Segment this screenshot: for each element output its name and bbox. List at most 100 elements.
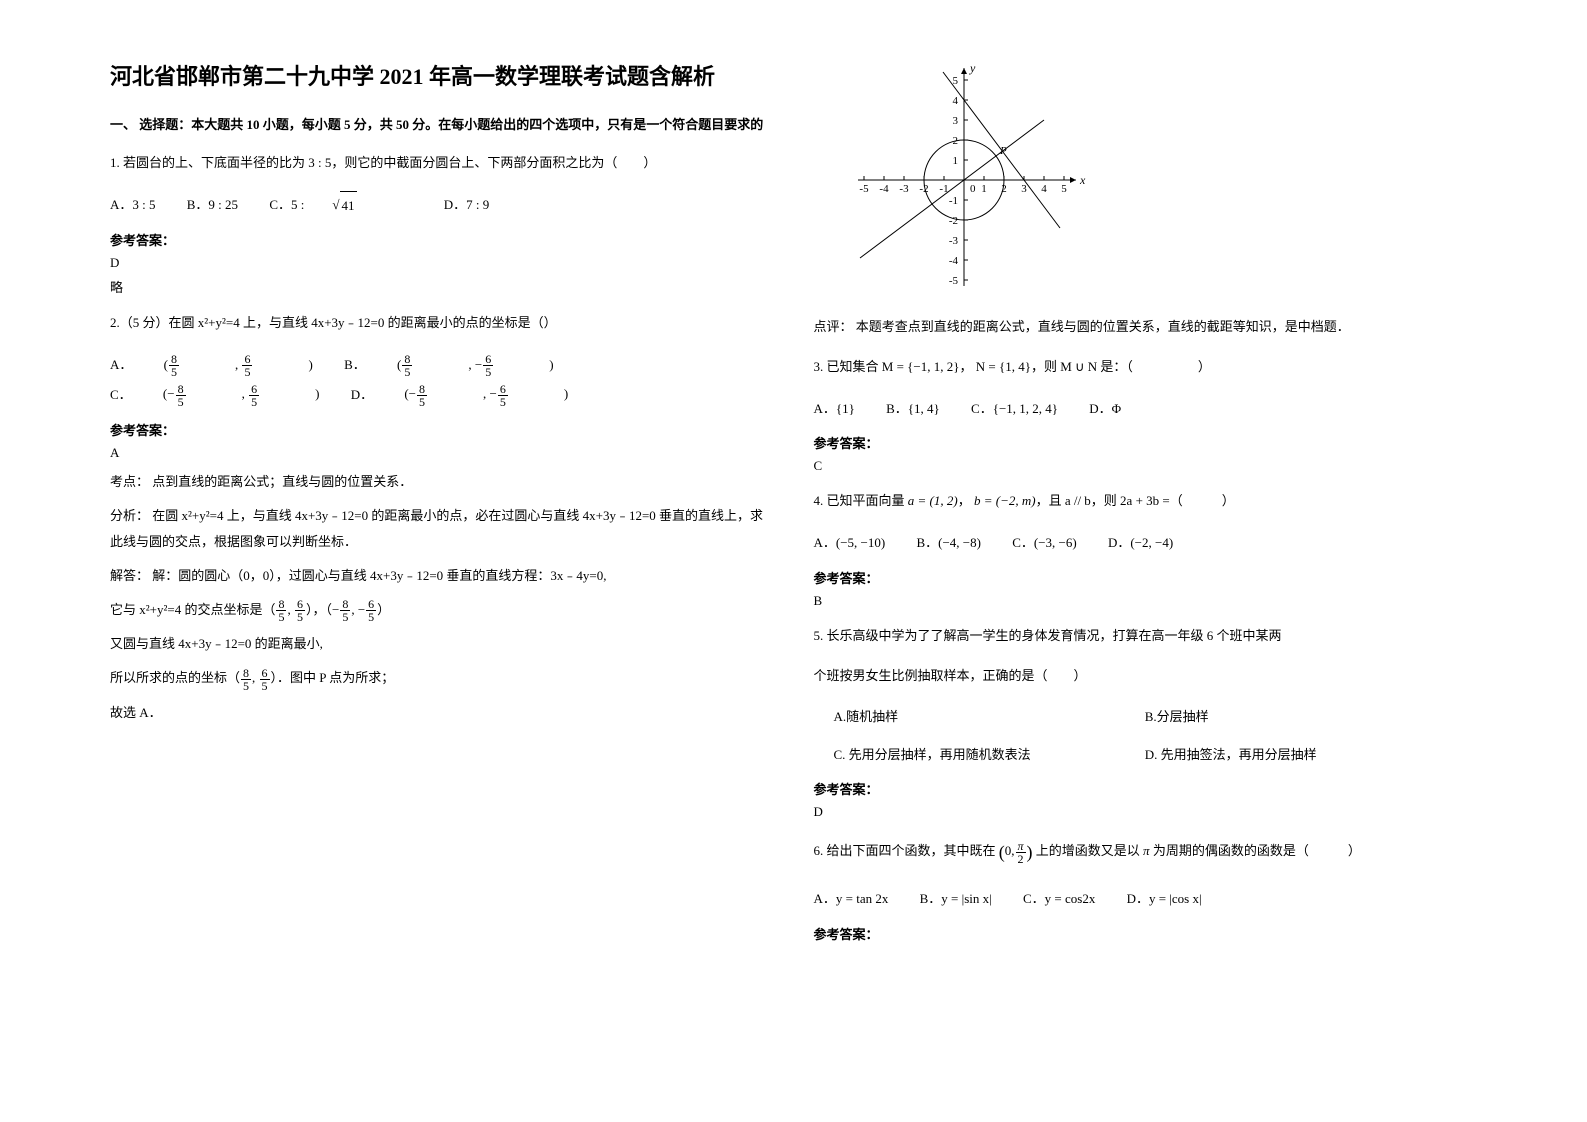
- q6-pi: π: [1143, 843, 1150, 858]
- q2-option-d-label: D．: [351, 381, 373, 410]
- fraction-icon: 65: [249, 383, 287, 408]
- q3-option-a: A．{1}: [814, 395, 855, 424]
- q5-option-a: A.随机抽样: [834, 703, 1114, 732]
- q2-option-b-label: B．: [344, 351, 366, 380]
- q1-option-c-pre: C．5 :: [269, 191, 304, 220]
- graph-svg-icon: -5-4-3-2-112345-5-4-3-2-1123450xyP: [854, 60, 1114, 300]
- q2-jieda-1: 解答： 解：圆的圆心（0，0），过圆心与直线 4x+3y﹣12=0 垂直的直线方…: [110, 563, 774, 589]
- q6-stem-mid: 上的增函数又是以: [1036, 843, 1140, 858]
- svg-text:-4: -4: [948, 255, 958, 267]
- close-paren-icon: ): [1027, 842, 1033, 862]
- q2-dp-label: 点评：: [814, 319, 853, 334]
- svg-text:-5: -5: [859, 183, 869, 195]
- svg-text:3: 3: [1021, 183, 1027, 195]
- q1-answer: D: [110, 255, 774, 271]
- q4-stem-pre: 4. 已知平面向量: [814, 493, 905, 508]
- q1-answer-label: 参考答案：: [110, 230, 774, 249]
- q3-stem-post: ，则 M ∪ N 是：（ ）: [1031, 359, 1211, 374]
- q2-jieda-2: 它与 x²+y²=4 的交点坐标是（85, 65），（−85, −65）: [110, 597, 774, 624]
- q2-option-c: C． (−85, 65): [110, 380, 319, 409]
- q2-kd-text: 点到直线的距离公式；直线与圆的位置关系．: [152, 474, 412, 489]
- q3-option-b: B．{1, 4}: [886, 395, 940, 424]
- q2-jd1-text: 解：圆的圆心（0，0），过圆心与直线 4x+3y﹣12=0 垂直的直线方程：3x…: [152, 568, 606, 583]
- svg-text:-5: -5: [948, 275, 958, 287]
- q6-stem-pre: 6. 给出下面四个函数，其中既在: [814, 843, 996, 858]
- q6-interval-left: 0,: [1005, 843, 1015, 858]
- fraction-icon: 85: [417, 383, 455, 408]
- q2-jieda-5: 故选 A．: [110, 700, 774, 726]
- q3-option-d: D．Φ: [1089, 395, 1121, 424]
- q5-option-b: B.分层抽样: [1145, 703, 1209, 732]
- q1-note: 略: [110, 277, 774, 296]
- fraction-icon: 85: [176, 383, 214, 408]
- q2-fx-label: 分析：: [110, 508, 149, 523]
- q2-option-c-label: C．: [110, 381, 132, 410]
- q2-option-a-label: A．: [110, 351, 132, 380]
- sqrt-icon: 41: [332, 191, 384, 221]
- question-3-options: A．{1} B．{1, 4} C．{−1, 1, 2, 4} D．Φ: [814, 394, 1478, 423]
- q2-fx-text: 在圆 x²+y²=4 上，与直线 4x+3y﹣12=0 的距离最小的点，必在过圆…: [110, 508, 763, 549]
- q5-option-d: D. 先用抽签法，再用分层抽样: [1145, 741, 1317, 770]
- svg-text:-3: -3: [948, 235, 958, 247]
- q5-answer-label: 参考答案：: [814, 779, 1478, 798]
- q6-option-a: A．y = tan 2x: [814, 885, 889, 914]
- q1-option-c: C．5 : 41: [269, 190, 412, 220]
- q2-option-b: B． (85, −65): [344, 351, 553, 380]
- q6-option-c: C．y = cos2x: [1023, 885, 1095, 914]
- q6-stem-post: 为周期的偶函数的函数是（ ）: [1153, 843, 1361, 858]
- q4-option-d: D．(−2, −4): [1108, 529, 1173, 558]
- q4-option-b: B．(−4, −8): [916, 529, 981, 558]
- q2-jd2-mid: ），（: [306, 602, 332, 617]
- question-5-options-row1: A.随机抽样 B.分层抽样: [834, 703, 1478, 732]
- q6-answer-label: 参考答案：: [814, 924, 1478, 943]
- question-3-stem: 3. 已知集合 M = {−1, 1, 2}， N = {1, 4}，则 M ∪…: [814, 354, 1478, 380]
- question-4-options: A．(−5, −10) B．(−4, −8) C．(−3, −6) D．(−2,…: [814, 528, 1478, 557]
- q3-comma: ，: [959, 359, 972, 374]
- fraction-icon: 65: [242, 353, 280, 378]
- right-column: -5-4-3-2-112345-5-4-3-2-1123450xyP 点评： 本…: [794, 60, 1498, 1062]
- q2-jieda-3: 又圆与直线 4x+3y﹣12=0 的距离最小,: [110, 631, 774, 657]
- svg-text:4: 4: [1041, 183, 1047, 195]
- fraction-icon: 65: [483, 353, 521, 378]
- question-1-options: A．3 : 5 B．9 : 25 C．5 : 41 D．7 : 9: [110, 190, 774, 220]
- q2-answer: A: [110, 445, 774, 461]
- fraction-icon: 65: [498, 383, 536, 408]
- q2-jd-label: 解答：: [110, 568, 149, 583]
- q2-jd2-pre: 它与 x²+y²=4 的交点坐标是（: [110, 602, 275, 617]
- fraction-icon: 65: [295, 598, 305, 623]
- svg-text:5: 5: [1061, 183, 1067, 195]
- question-5-stem-2: 个班按男女生比例抽取样本，正确的是（ ）: [814, 663, 1478, 689]
- question-5-stem-1: 5. 长乐高级中学为了了解高一学生的身体发育情况，打算在高一年级 6 个班中某两: [814, 623, 1478, 649]
- q3-stem-pre: 3. 已知集合: [814, 359, 879, 374]
- svg-text:-2: -2: [948, 215, 957, 227]
- question-6-stem: 6. 给出下面四个函数，其中既在 (0,π2) 上的增函数又是以 π 为周期的偶…: [814, 834, 1478, 870]
- q4-stem-post: ，且 a // b，则 2a + 3b =（ ）: [1036, 493, 1235, 508]
- question-5-options-row2: C. 先用分层抽样，再用随机数表法 D. 先用抽签法，再用分层抽样: [834, 740, 1478, 769]
- q4-answer-label: 参考答案：: [814, 568, 1478, 587]
- svg-text:P: P: [999, 145, 1007, 157]
- q2-dp-text: 本题考查点到直线的距离公式，直线与圆的位置关系，直线的截距等知识，是中档题．: [856, 319, 1350, 334]
- question-6-options: A．y = tan 2x B．y = |sin x| C．y = cos2x D…: [814, 884, 1478, 913]
- q4-vec-b: b = (−2, m): [974, 493, 1036, 508]
- q3-answer: C: [814, 458, 1478, 474]
- q3-set-n: N = {1, 4}: [976, 359, 1031, 374]
- q2-dianping: 点评： 本题考查点到直线的距离公式，直线与圆的位置关系，直线的截距等知识，是中档…: [814, 314, 1478, 340]
- q4-option-a: A．(−5, −10): [814, 529, 886, 558]
- q3-answer-label: 参考答案：: [814, 433, 1478, 452]
- fraction-icon: 85: [241, 667, 251, 692]
- fraction-icon: 85: [340, 598, 350, 623]
- fraction-icon: π2: [1016, 840, 1026, 865]
- page: 河北省邯郸市第二十九中学 2021 年高一数学理联考试题含解析 一、 选择题：本…: [0, 0, 1587, 1122]
- svg-text:y: y: [969, 61, 976, 75]
- svg-text:3: 3: [952, 115, 958, 127]
- q2-jieda-4: 所以所求的点的坐标（85, 65）．图中 P 点为所求；: [110, 665, 774, 692]
- svg-text:-3: -3: [899, 183, 909, 195]
- question-4-stem: 4. 已知平面向量 a = (1, 2)， b = (−2, m)，且 a //…: [814, 488, 1478, 514]
- q2-option-a: A． (85, 65): [110, 351, 313, 380]
- q1-option-d: D．7 : 9: [444, 191, 490, 220]
- q4-vec-a: a = (1, 2): [908, 493, 958, 508]
- section-1-heading: 一、 选择题：本大题共 10 小题，每小题 5 分，共 50 分。在每小题给出的…: [110, 113, 774, 136]
- svg-text:0: 0: [970, 183, 976, 195]
- q6-option-b: B．y = |sin x|: [920, 885, 992, 914]
- q2-kd-label: 考点：: [110, 474, 149, 489]
